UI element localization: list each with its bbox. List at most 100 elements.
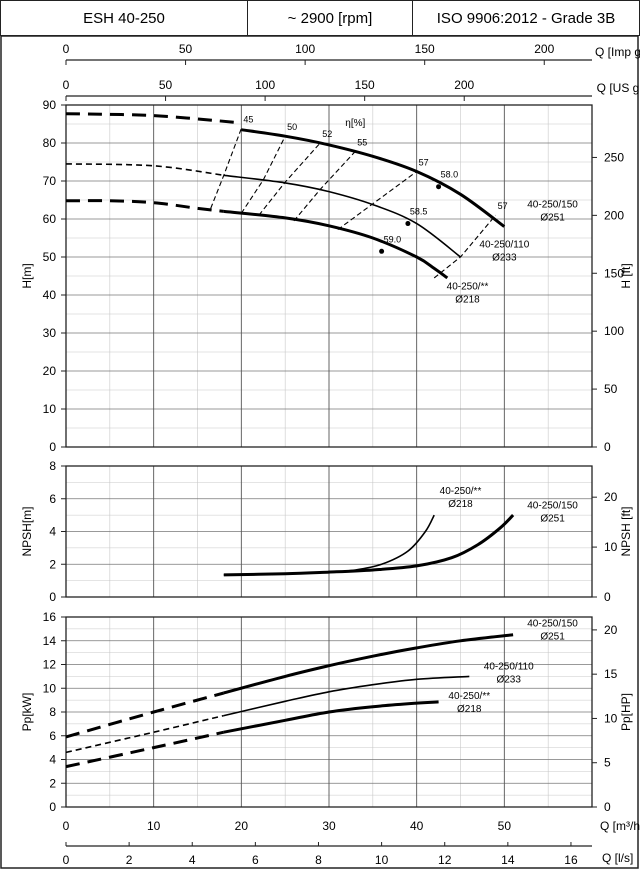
npsh-plot-frame xyxy=(65,465,593,598)
efficiency-isoline xyxy=(258,142,321,216)
efficiency-isoline-label: 45 xyxy=(243,115,253,125)
standard-text: ISO 9906:2012 - Grade 3B xyxy=(436,9,616,27)
imp-gpm-axis: 0 50 100 150 200 Q [Imp gpm] xyxy=(63,42,640,65)
power-curve-dashed xyxy=(65,730,225,769)
npsh-y2-tick-label: 10 xyxy=(604,540,618,554)
power-curve xyxy=(223,633,514,695)
ls-axis: 0 2 4 6 8 10 12 14 16 Q [l/s] xyxy=(63,842,633,867)
power-curve xyxy=(223,675,470,717)
head-y-axis-title: H[m] xyxy=(20,263,34,288)
us-gpm-tick-label: 150 xyxy=(355,78,375,92)
power-y-tick-label: 14 xyxy=(43,634,57,648)
power-y-tick-label: 12 xyxy=(43,658,57,672)
power-y2-tick-label: 5 xyxy=(604,756,611,770)
curve-label-line: Ø218 xyxy=(448,499,473,510)
ls-tick-label: 2 xyxy=(126,853,133,867)
head-y-tick-label: 70 xyxy=(43,174,57,188)
efficiency-point-label: 58.5 xyxy=(410,207,428,217)
curve-label-line: 40-250/** xyxy=(447,281,489,292)
sheet-frame xyxy=(0,35,639,869)
m3h-tick-label: 0 xyxy=(63,819,70,833)
power-y-tick-label: 6 xyxy=(49,729,56,743)
curve-label-line: Ø218 xyxy=(457,704,482,715)
curve-label-line: 40-250/150 xyxy=(527,501,578,512)
npsh-curve-label: 40-250/** Ø218 xyxy=(440,486,482,510)
npsh-y2-tick-label: 20 xyxy=(604,490,618,504)
efficiency-point-label: 59.0 xyxy=(384,234,402,244)
head-y2-tick-label: 50 xyxy=(604,382,618,396)
power-y2-tick-label: 15 xyxy=(604,667,618,681)
us-gpm-axis-title: Q [US gpm] xyxy=(597,81,640,95)
efficiency-isoline xyxy=(240,135,286,214)
power-y-tick-label: 4 xyxy=(49,753,56,767)
head-curve xyxy=(223,174,461,258)
power-y-tick-label: 16 xyxy=(43,610,57,624)
efficiency-isoline-label: 57 xyxy=(498,201,508,211)
m3h-tick-label: 10 xyxy=(147,819,161,833)
head-y2-tick-label: 200 xyxy=(604,208,624,222)
power-y-tick-label: 8 xyxy=(49,705,56,719)
us-gpm-axis: 0 50 100 150 200 Q [US gpm] xyxy=(63,78,640,101)
power-curve-label: 40-250/110 Ø233 xyxy=(484,661,534,685)
curve-label-line: Ø251 xyxy=(540,514,565,525)
power-y-axis-title: Pp[kW] xyxy=(20,693,34,732)
power-curve-dashed xyxy=(65,691,225,739)
efficiency-isoline-label: 55 xyxy=(357,137,367,147)
us-gpm-tick-label: 50 xyxy=(159,78,173,92)
curve-label-line: 40-250/** xyxy=(448,691,490,702)
m3h-tick-label: 50 xyxy=(498,819,512,833)
head-curve xyxy=(223,209,449,280)
head-y-tick-label: 50 xyxy=(43,250,57,264)
head-y2-tick-label: 250 xyxy=(604,150,624,164)
head-y-tick-label: 60 xyxy=(43,212,57,226)
curve-label-line: 40-250/150 xyxy=(527,200,578,211)
imp-gpm-tick-label: 0 xyxy=(63,42,70,56)
npsh-curve xyxy=(223,514,515,577)
head-panel: 0 10 20 30 40 50 60 70 80 90 0 50 100 150 200 250 H[m] H … xyxy=(20,98,633,454)
imp-gpm-axis-title: Q [Imp gpm] xyxy=(595,45,640,59)
head-y2-axis-title: H [ft] xyxy=(619,263,633,288)
npsh-y-tick-label: 2 xyxy=(49,557,56,571)
ls-tick-label: 14 xyxy=(501,853,515,867)
npsh-curve-label: 40-250/150 Ø251 xyxy=(527,501,578,525)
us-gpm-tick-label: 100 xyxy=(255,78,275,92)
head-y-tick-label: 0 xyxy=(49,440,56,454)
ls-tick-label: 12 xyxy=(438,853,452,867)
efficiency-isoline xyxy=(337,171,418,231)
imp-gpm-tick-label: 100 xyxy=(295,42,315,56)
head-y2-tick-label: 0 xyxy=(604,440,611,454)
efficiency-isoline-label: 50 xyxy=(287,122,297,132)
efficiency-title: η[%] xyxy=(345,118,365,129)
ls-tick-label: 4 xyxy=(189,853,196,867)
head-y-tick-label: 20 xyxy=(43,364,57,378)
power-y2-axis-title: Pp[HP] xyxy=(619,693,633,731)
ls-tick-label: 6 xyxy=(252,853,259,867)
head-curve-dashed xyxy=(65,112,242,125)
m3h-tick-label: 20 xyxy=(235,819,249,833)
m3h-tick-label: 30 xyxy=(322,819,336,833)
curve-label-line: Ø233 xyxy=(496,674,521,685)
efficiency-point-label: 58.0 xyxy=(441,170,459,180)
us-gpm-tick-label: 0 xyxy=(63,78,70,92)
power-y2-tick-label: 10 xyxy=(604,711,618,725)
power-curve-label: 40-250/150 Ø251 xyxy=(527,619,578,643)
ls-tick-label: 8 xyxy=(315,853,322,867)
head-y-tick-label: 80 xyxy=(43,136,57,150)
efficiency-point xyxy=(405,221,411,227)
npsh-y-tick-label: 8 xyxy=(49,459,56,473)
power-y2-tick-label: 0 xyxy=(604,800,611,814)
power-panel: 0 2 4 6 8 10 12 14 16 0 5 10 15 20 Pp[kW] Pp[HP] 40-250/… xyxy=(20,610,633,814)
m3h-axis-title: Q [m³/h] xyxy=(600,819,640,833)
head-plot-frame xyxy=(65,104,593,448)
power-y-tick-label: 2 xyxy=(49,776,56,790)
curve-label-line: Ø251 xyxy=(540,213,565,224)
us-gpm-tick-label: 200 xyxy=(454,78,474,92)
efficiency-isoline xyxy=(433,214,497,279)
head-y2-tick-label: 150 xyxy=(604,266,624,280)
imp-gpm-tick-label: 50 xyxy=(179,42,193,56)
head-curve-dashed xyxy=(65,199,224,213)
efficiency-point xyxy=(379,248,385,254)
head-y-tick-label: 90 xyxy=(43,98,57,112)
